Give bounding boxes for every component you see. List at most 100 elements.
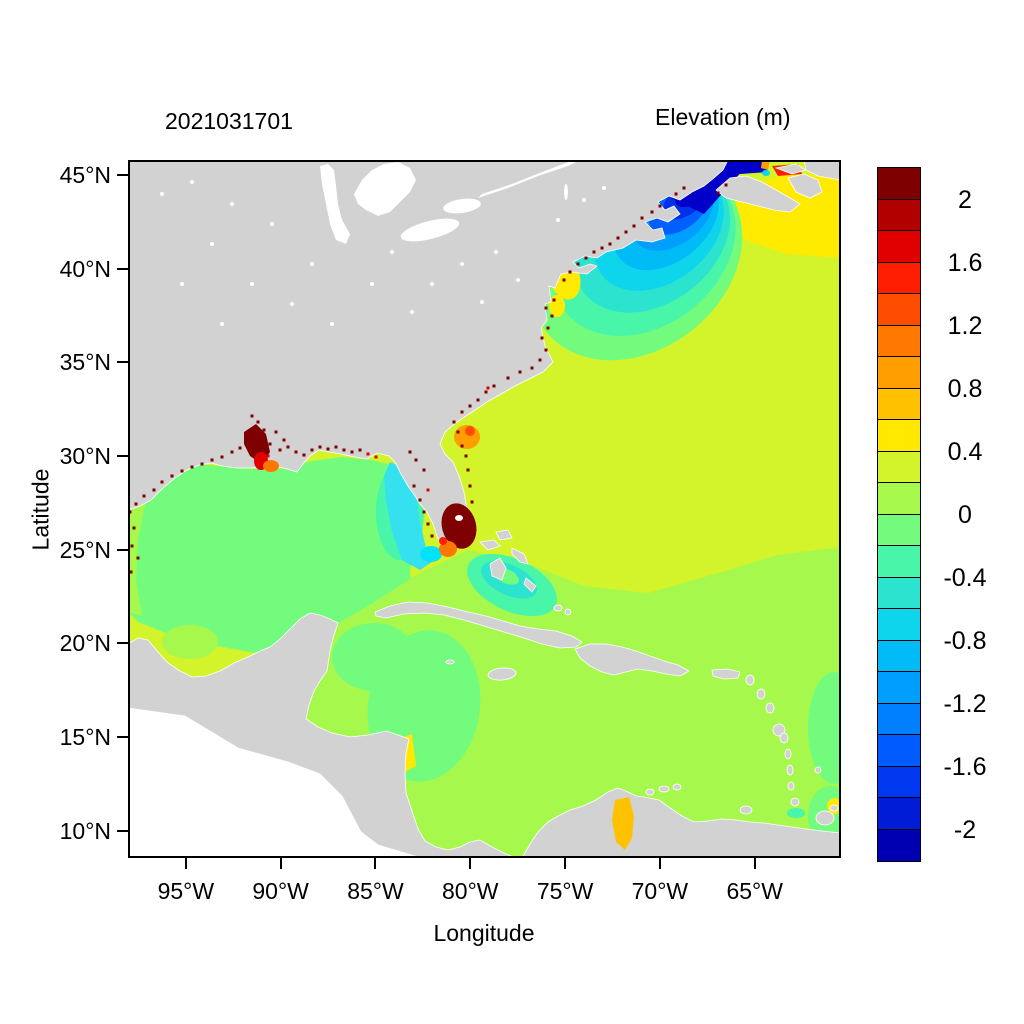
y-tick-mark <box>117 361 128 364</box>
coastal-speckle <box>600 246 604 250</box>
coastal-speckle <box>468 484 472 488</box>
colorbar-cell <box>878 640 920 672</box>
coastal-speckle <box>540 336 544 340</box>
colorbar-tick-label: -1.6 <box>943 752 987 781</box>
coastal-speckle <box>576 262 580 266</box>
colorbar-cell <box>878 735 920 767</box>
coastal-speckle <box>460 444 464 448</box>
coastal-speckle <box>210 458 214 462</box>
land-jamaica <box>487 667 517 681</box>
land-trinidad <box>815 810 835 826</box>
land-antilles-4 <box>772 723 786 737</box>
coastal-speckle <box>452 420 456 424</box>
swfl-red <box>439 537 447 545</box>
y-tick-label: 20°N <box>59 630 111 657</box>
land-north-america <box>128 160 729 553</box>
colorbar-cell <box>878 672 920 704</box>
lake-okeechobee <box>455 515 463 521</box>
lake-huron <box>354 162 416 216</box>
colorbar-tick-label: 1.2 <box>947 311 983 340</box>
land-abaco <box>495 529 513 541</box>
colorbar-cell <box>878 325 920 357</box>
west-florida-cyan-band <box>384 462 432 570</box>
swfl-orange <box>439 541 457 557</box>
coastal-speckle <box>282 438 286 442</box>
y-tick-label: 25°N <box>59 536 111 563</box>
gulf-of-honduras-green <box>332 623 416 691</box>
st-lawrence-river <box>478 160 580 198</box>
coastal-speckle <box>632 224 636 228</box>
coastal-speckle <box>546 326 550 330</box>
coastal-speckle <box>412 484 416 488</box>
coastal-speckle <box>278 448 282 452</box>
coastal-speckle <box>592 250 596 254</box>
coastal-speckle <box>200 462 204 466</box>
y-tick-mark <box>117 829 128 832</box>
colorbar-cell <box>878 577 920 609</box>
land-turks-b <box>564 608 572 616</box>
colorbar-cell <box>878 199 920 231</box>
x-tick-label: 70°W <box>631 878 689 904</box>
y-tick-label: 35°N <box>59 349 111 376</box>
land-turks-a <box>553 604 563 612</box>
coastal-speckle <box>230 450 234 454</box>
land-antilles-5 <box>779 732 789 744</box>
elevation-map-svg <box>128 160 841 858</box>
land-eleuthera <box>511 547 529 565</box>
coastal-speckle <box>552 298 556 302</box>
coastal-speckle <box>266 454 270 458</box>
coastal-speckle <box>658 204 662 208</box>
land-antilles-8 <box>787 781 795 791</box>
x-tick-mark <box>184 858 187 869</box>
colorbar-cell <box>878 514 920 546</box>
coastal-speckle <box>246 440 250 444</box>
coastal-speckle <box>568 270 572 274</box>
colorbar-tick-label: -0.8 <box>943 626 987 655</box>
coastal-speckle <box>180 469 184 473</box>
colorbar-tick-label: 0 <box>958 500 972 529</box>
coastal-speckle <box>374 455 378 459</box>
x-axis-label: Longitude <box>433 920 535 946</box>
coastal-speckle <box>538 358 542 362</box>
x-tick-label: 90°W <box>252 878 309 904</box>
bay-of-fundy-wedge <box>671 160 752 214</box>
coastal-speckle <box>366 452 370 456</box>
coastal-speckle <box>152 488 156 492</box>
florida-bay-bright-cyan <box>420 546 442 562</box>
colorbar-cell <box>878 294 920 326</box>
coastal-speckle <box>468 404 472 408</box>
coastal-speckle <box>326 447 330 451</box>
small-inland-lakes <box>160 180 606 326</box>
coastal-speckle <box>250 414 254 418</box>
coastal-speckle <box>518 370 522 374</box>
st-lawrence-orange-dot <box>761 160 770 170</box>
land-nova-scotia <box>715 175 801 213</box>
x-tick-mark <box>469 858 472 869</box>
coastal-speckle <box>318 445 322 449</box>
colorbar-cell <box>878 451 920 483</box>
colorbar-tick-label: 0.4 <box>947 437 983 466</box>
coastal-speckle <box>544 348 548 352</box>
x-tick-label: 80°W <box>442 878 499 904</box>
coastal-speckle <box>470 500 474 504</box>
colorbar-cell <box>878 703 920 735</box>
plot-timestamp-title: 2021031701 <box>165 108 293 134</box>
land-grand-bahama <box>479 539 501 551</box>
pacific-outside-domain <box>128 708 422 858</box>
land-antilles-7 <box>786 764 794 776</box>
coastal-speckle <box>422 510 426 514</box>
swfl-darkred-max <box>441 503 477 549</box>
coastal-speckle <box>286 445 290 449</box>
coastal-speckle <box>190 465 194 469</box>
coastal-speckle <box>426 522 430 526</box>
coastal-speckle <box>682 186 686 190</box>
colorbar-cell <box>878 766 920 798</box>
y-tick-mark <box>117 173 128 176</box>
land-curacao-a <box>658 785 670 793</box>
coastal-speckle <box>608 242 612 246</box>
coastal-speckle <box>254 434 258 438</box>
coastal-speckle <box>584 256 588 260</box>
colorbar-title: Elevation (m) <box>655 104 791 130</box>
coastal-speckle <box>616 236 620 240</box>
land-curacao-b <box>672 783 682 791</box>
